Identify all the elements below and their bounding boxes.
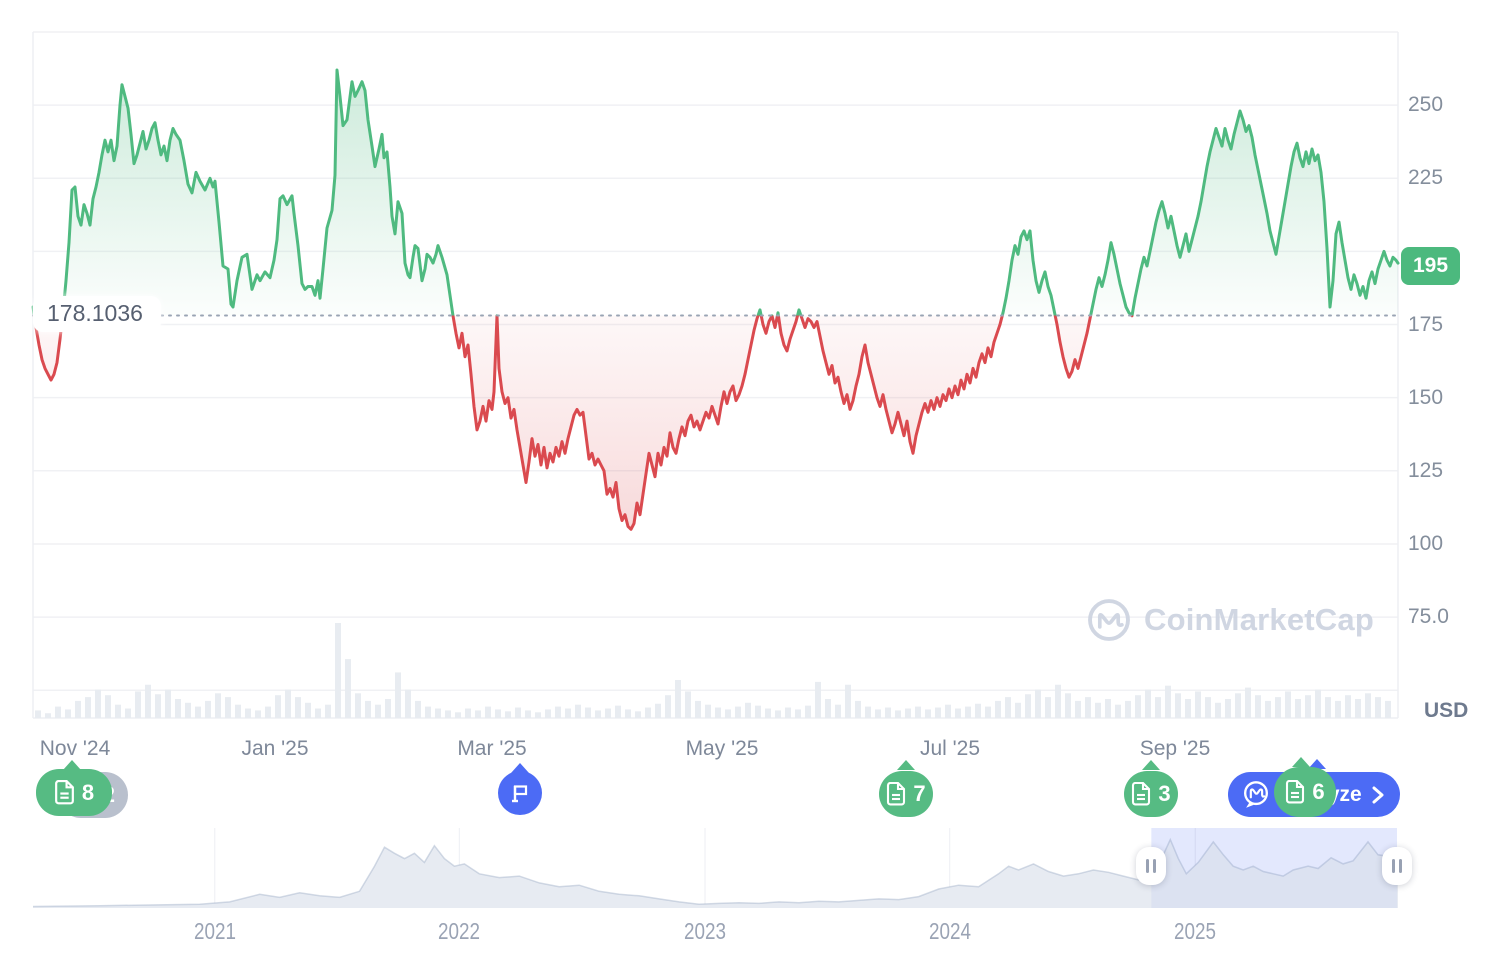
navigator-area	[33, 839, 1398, 908]
navigator-year-label: 2021	[193, 918, 236, 944]
price-chart-canvas[interactable]	[0, 0, 1496, 728]
news-marker-count: 6	[1312, 779, 1325, 804]
handle-grip-icon	[1146, 859, 1150, 873]
chevron-right-icon	[1372, 786, 1384, 803]
navigator-year-label: 2024	[928, 918, 971, 944]
marker-pointer-icon	[511, 763, 529, 773]
coinmarketcap-logo-icon	[1088, 599, 1130, 641]
document-icon	[1132, 782, 1151, 806]
news-marker-count: 7	[913, 781, 926, 806]
x-axis-tick-label: Sep '25	[1139, 737, 1211, 760]
y-axis-tick-label: 175	[1408, 312, 1444, 336]
x-axis-tick-label: Jan '25	[241, 737, 309, 760]
flag-icon	[512, 785, 528, 803]
navigator-line	[32, 837, 1399, 908]
coinmarketcap-watermark: CoinMarketCap	[1086, 597, 1374, 643]
news-marker-count: 8	[81, 779, 95, 805]
watermark-text: CoinMarketCap	[1144, 602, 1374, 637]
navigator-left-handle[interactable]	[1136, 847, 1167, 885]
coinmarketcap-bubble-icon	[1244, 780, 1268, 808]
x-axis-tick-label: Jul '25	[919, 737, 981, 760]
price-area-below-baseline	[34, 315, 1133, 530]
navigator-right-handle[interactable]	[1382, 847, 1412, 885]
document-icon	[54, 780, 74, 805]
y-axis-tick-label: 100	[1408, 531, 1444, 555]
flag-marker[interactable]	[498, 771, 542, 815]
handle-grip-icon	[1153, 859, 1157, 873]
document-icon	[887, 782, 906, 806]
document-icon	[1286, 780, 1305, 804]
baseline-price-label: 178.1036	[33, 296, 161, 333]
news-marker-count: 3	[1158, 781, 1171, 806]
price-line-down	[32, 315, 1134, 531]
navigator-year-label: 2023	[684, 918, 726, 944]
current-price-badge: 195	[1401, 247, 1460, 286]
price-area-above-baseline	[33, 70, 1398, 316]
news-marker[interactable]: 6	[1274, 767, 1336, 817]
navigator-year-label: 2022	[438, 918, 481, 944]
navigator-year-label: 2025	[1174, 918, 1217, 944]
x-axis-tick-label: Mar '25	[457, 737, 527, 760]
marker-pointer-icon	[1292, 757, 1310, 767]
news-marker[interactable]: 3	[1124, 771, 1178, 817]
y-axis-tick-label: 150	[1408, 385, 1444, 409]
news-marker[interactable]: 8	[36, 769, 112, 816]
y-axis-tick-label: 125	[1408, 458, 1444, 482]
range-navigator[interactable]	[0, 826, 1496, 910]
handle-grip-icon	[1399, 859, 1402, 873]
navigator-selection-tint	[1151, 828, 1398, 908]
handle-grip-icon	[1392, 859, 1395, 873]
y-axis-unit-label: USD	[1424, 699, 1469, 722]
news-marker[interactable]: 7	[879, 771, 933, 817]
marker-pointer-icon	[897, 760, 915, 770]
marker-pointer-icon	[63, 760, 81, 770]
x-axis-tick-label: Nov '24	[39, 737, 111, 760]
y-axis-tick-label: 250	[1408, 93, 1444, 117]
marker-pointer-icon	[1308, 759, 1326, 769]
price-line-up	[31, 68, 1400, 316]
y-axis-tick-label: 75.0	[1408, 605, 1449, 629]
x-axis-tick-label: May '25	[685, 737, 759, 760]
y-axis-tick-label: 225	[1408, 166, 1444, 190]
marker-pointer-icon	[1142, 760, 1160, 770]
volume-bars	[35, 623, 1391, 718]
